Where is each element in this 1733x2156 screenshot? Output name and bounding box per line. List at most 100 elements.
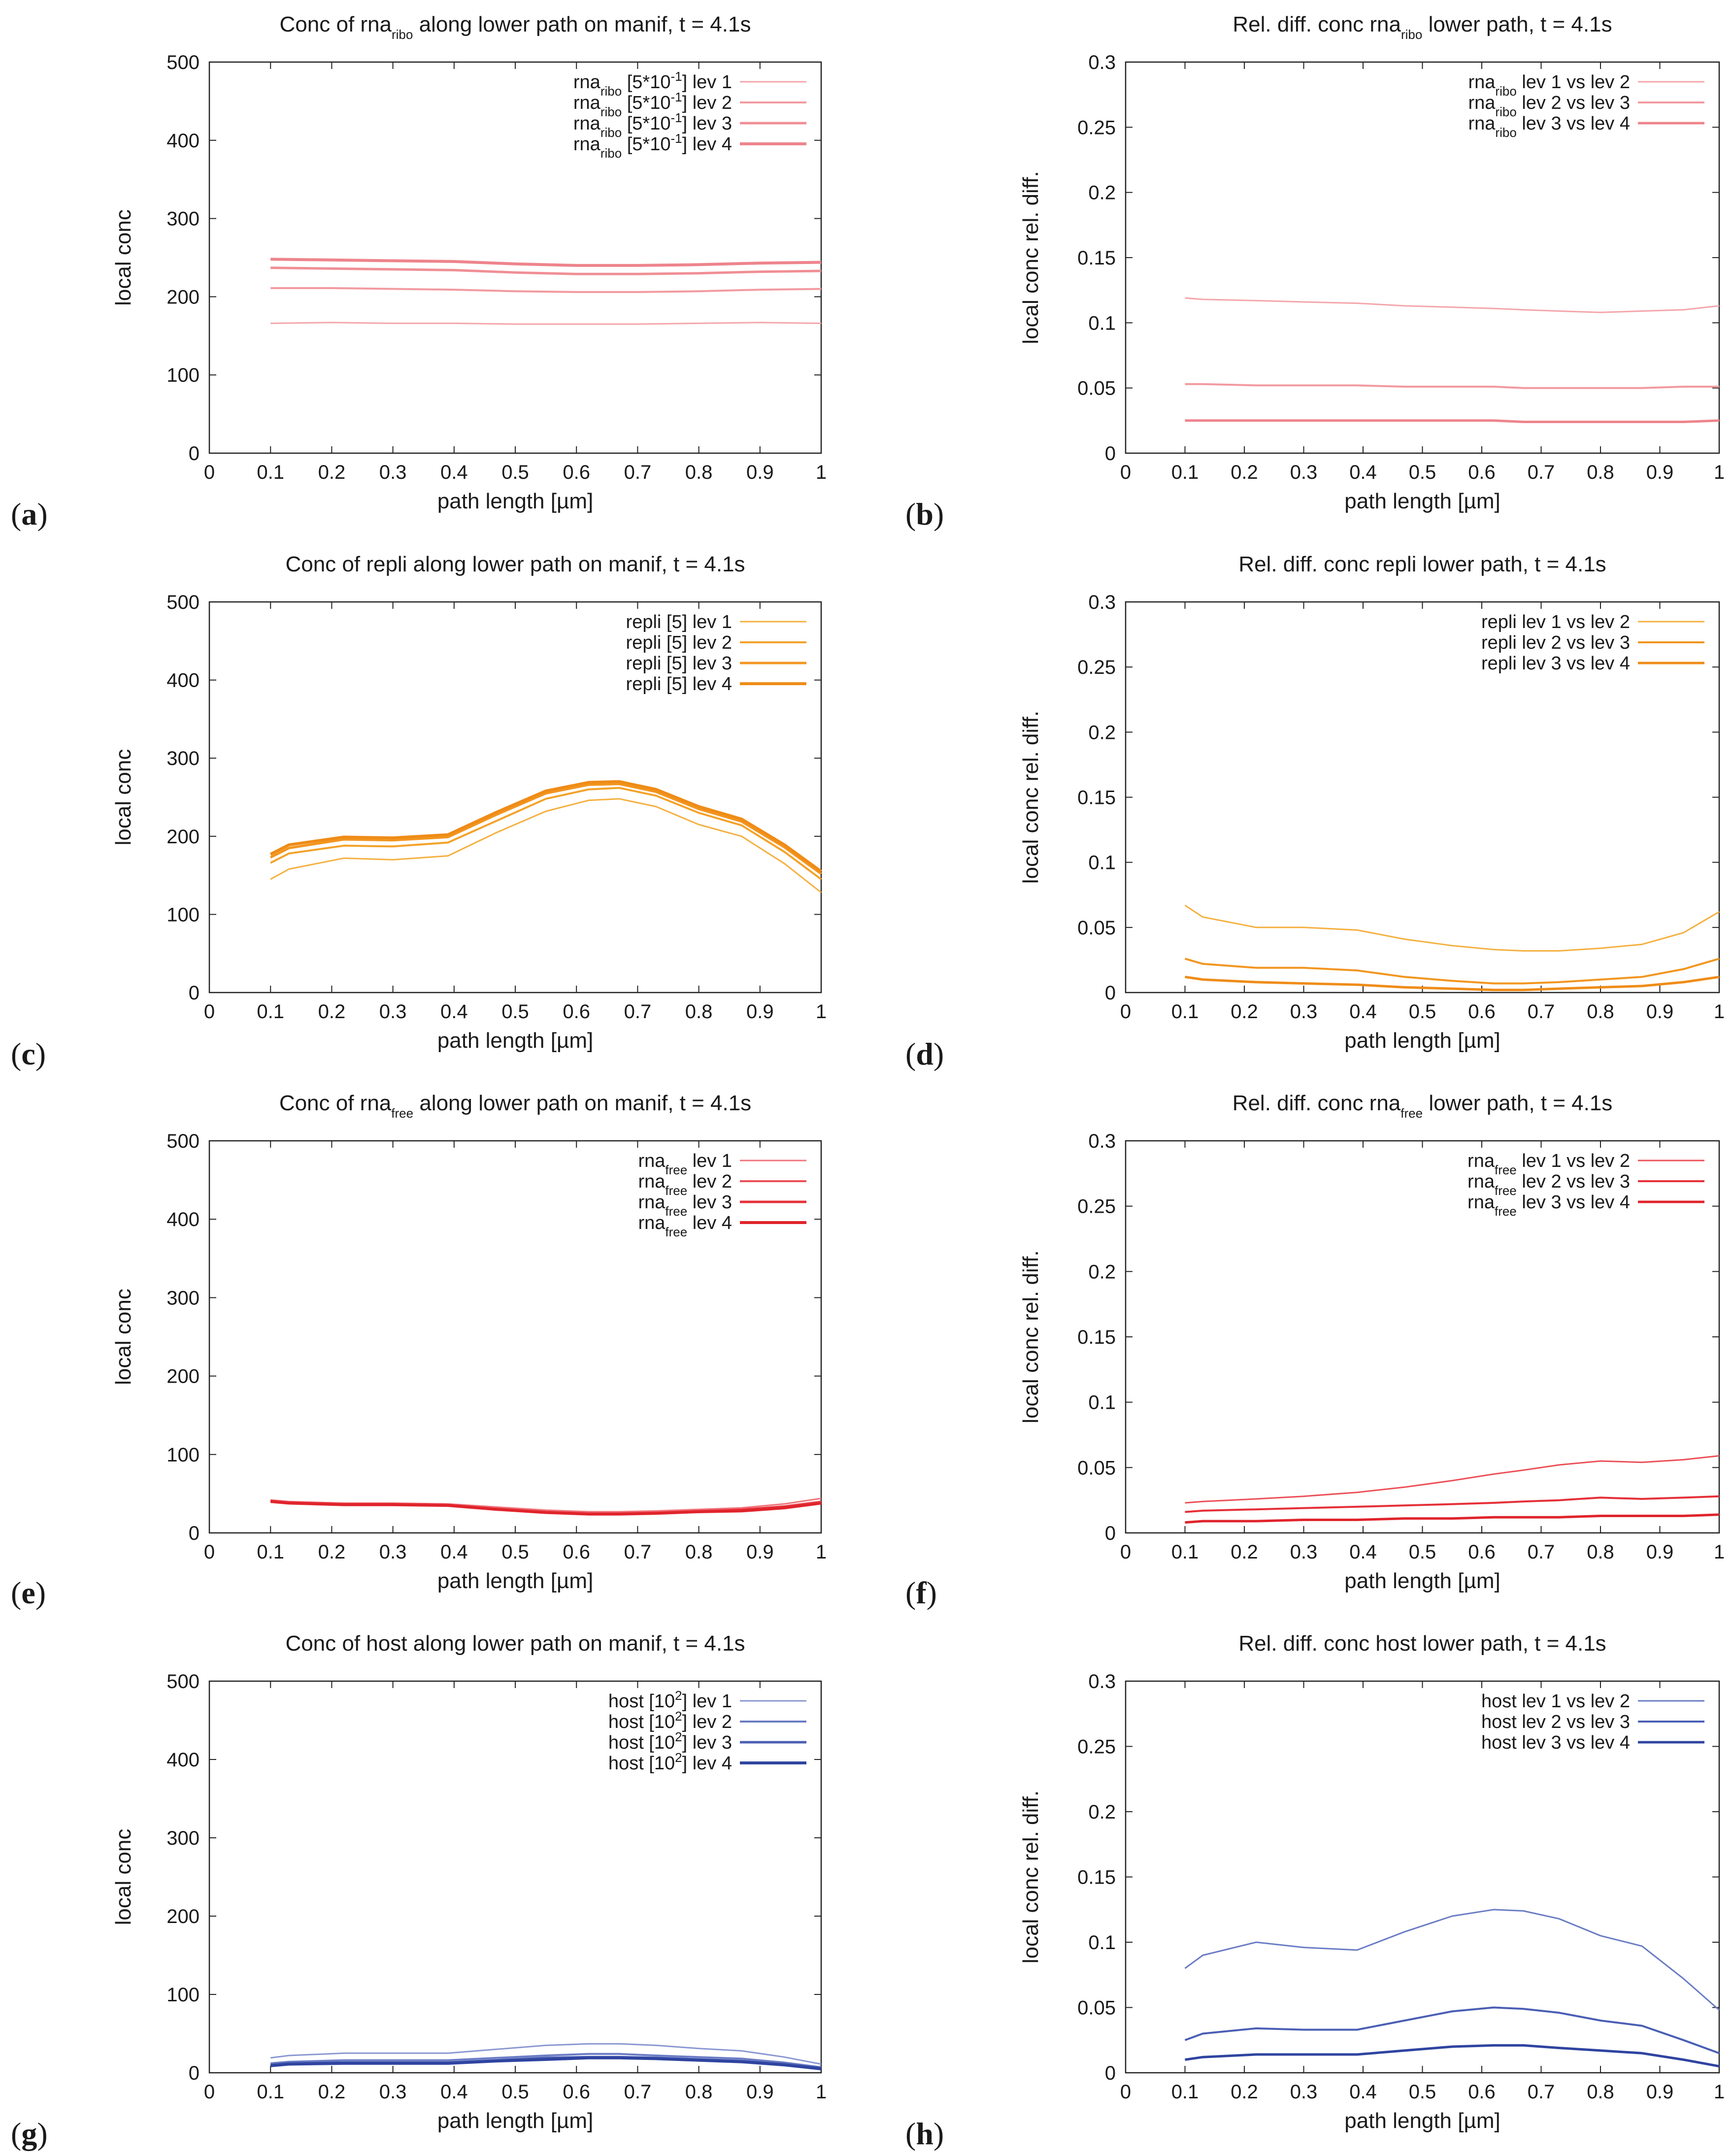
y-tick-label: 100	[167, 365, 200, 386]
legend-label-1: repli lev 1 vs lev 2	[1481, 612, 1630, 632]
series-line-3	[1185, 975, 1720, 992]
legend-label-3: repli [5] lev 3	[626, 653, 732, 674]
series-line-2	[1184, 2006, 1720, 2055]
legend-label-2: rnaribo lev 2 vs lev 3	[1468, 93, 1631, 119]
chart-panel-b: 0 0.1 0.2 0.3 0.4 0.5 0.6 0.7 0.8 0.9 1 0 0.05 0.1 0.1…	[905, 12, 1725, 531]
legend-label-3: rnaribo [5*10-1] lev 3	[573, 110, 732, 140]
plot-frame	[1125, 61, 1720, 454]
x-tick-label: 0.4	[440, 462, 468, 483]
y-tick-label: 0	[1105, 982, 1116, 1004]
x-tick-label: 0.7	[1528, 1001, 1555, 1023]
series-line-4	[269, 780, 822, 873]
legend-label-3: host [102] lev 3	[608, 1729, 732, 1753]
x-tick-label: 0.2	[1231, 462, 1258, 483]
x-tick-label: 0.3	[379, 1001, 407, 1023]
x-tick-label: 0.2	[318, 462, 346, 483]
y-tick-label: 0.05	[1077, 1457, 1116, 1479]
x-tick-label: 0.3	[1290, 1001, 1318, 1023]
legend-label-4: rnaribo [5*10-1] lev 4	[573, 131, 732, 161]
x-tick-label: 1	[1714, 1541, 1725, 1563]
x-tick-label: 0	[204, 1001, 215, 1023]
panel-letter: (c)	[11, 1036, 46, 1071]
x-tick-label: 0.8	[685, 1001, 713, 1023]
legend-label-3: repli lev 3 vs lev 4	[1481, 653, 1630, 674]
series-line-3	[270, 783, 822, 875]
y-tick-label: 500	[167, 592, 200, 613]
x-tick-label: 1	[816, 1541, 827, 1563]
legend-label-1: rnafree lev 1 vs lev 2	[1467, 1151, 1630, 1177]
x-tick-label: 0.5	[501, 462, 529, 483]
x-tick-label: 0.9	[746, 1541, 774, 1563]
y-tick-label: 0	[189, 982, 200, 1004]
y-tick-label: 300	[167, 1287, 200, 1309]
y-tick-label: 300	[167, 748, 200, 769]
x-tick-label: 0	[1120, 1541, 1131, 1563]
series-line-4	[270, 258, 822, 267]
y-tick-label: 300	[167, 1827, 200, 1849]
x-tick-label: 0.6	[563, 2081, 590, 2103]
y-tick-label: 0.15	[1077, 787, 1116, 809]
x-tick-label: 0.5	[501, 1001, 529, 1023]
x-tick-label: 0.8	[685, 1541, 713, 1563]
x-tick-label: 1	[816, 462, 827, 483]
x-tick-label: 0.1	[1171, 462, 1199, 483]
chart-panel-c: 0 0.1 0.2 0.3 0.4 0.5 0.6 0.7 0.8 0.9 1 0 100 200 300 4…	[11, 552, 827, 1071]
y-tick-label: 0.05	[1077, 917, 1116, 939]
panel-letter: (g)	[11, 2116, 48, 2151]
legend-label-1: rnafree lev 1	[638, 1151, 732, 1177]
series-line-1	[270, 798, 822, 894]
legend-label-1: rnaribo [5*10-1] lev 1	[573, 69, 732, 99]
legend-label-3: rnaribo lev 3 vs lev 4	[1468, 113, 1631, 140]
x-axis-label: path length [µm]	[1344, 1028, 1500, 1053]
plot-frame	[1125, 1680, 1720, 2074]
x-tick-label: 0	[1120, 2081, 1131, 2103]
x-tick-label: 1	[816, 1001, 827, 1023]
series-line-3	[270, 266, 822, 275]
x-tick-label: 0.5	[1409, 2081, 1436, 2103]
y-axis-label: local conc	[111, 1289, 135, 1385]
y-tick-label: 0	[189, 1523, 200, 1544]
x-tick-label: 0.2	[318, 1541, 346, 1563]
series-line-1	[1184, 904, 1720, 952]
x-tick-label: 0	[1120, 1001, 1131, 1023]
x-tick-label: 0.5	[1409, 1001, 1436, 1023]
series-line-2	[1184, 958, 1720, 985]
x-tick-label: 0.8	[1587, 1001, 1614, 1023]
x-tick-label: 0.8	[685, 462, 713, 483]
legend-label-1: rnaribo lev 1 vs lev 2	[1468, 72, 1631, 99]
series-line-3	[1185, 1513, 1720, 1524]
y-tick-label: 0.1	[1088, 852, 1116, 874]
x-tick-label: 0.3	[1290, 2081, 1318, 2103]
legend-label-4: host [102] lev 4	[608, 1750, 732, 1774]
x-tick-label: 0.8	[1587, 2081, 1614, 2103]
x-tick-label: 0.9	[1646, 1541, 1674, 1563]
x-tick-label: 0.6	[1468, 462, 1496, 483]
legend-label-2: repli lev 2 vs lev 3	[1481, 632, 1630, 653]
y-tick-label: 0.25	[1077, 657, 1116, 678]
chart-panel-a: 0 0.1 0.2 0.3 0.4 0.5 0.6 0.7 0.8 0.9 1 0 100 200 300 4…	[11, 12, 827, 531]
x-tick-label: 0.1	[1171, 2081, 1199, 2103]
y-tick-label: 0	[1105, 443, 1116, 464]
chart-panel-d: 0 0.1 0.2 0.3 0.4 0.5 0.6 0.7 0.8 0.9 1 0 0.05 0.1 0.1…	[905, 552, 1725, 1071]
y-tick-label: 0.15	[1077, 1327, 1116, 1348]
x-tick-label: 0.6	[563, 1541, 590, 1563]
x-tick-label: 0.3	[1290, 462, 1318, 483]
x-tick-label: 0.7	[624, 462, 652, 483]
x-tick-label: 0.3	[379, 2081, 407, 2103]
x-tick-label: 0.7	[1528, 2081, 1555, 2103]
y-tick-label: 0.2	[1088, 1261, 1116, 1283]
y-tick-label: 0.25	[1077, 1736, 1116, 1758]
series-line-2	[1185, 1495, 1720, 1513]
y-axis-label: local conc	[111, 1829, 135, 1925]
y-tick-label: 0.3	[1088, 52, 1116, 73]
x-tick-label: 0.3	[379, 1541, 407, 1563]
y-tick-label: 0	[189, 2062, 200, 2084]
y-tick-label: 0.2	[1088, 1801, 1116, 1823]
y-tick-label: 0.15	[1077, 1867, 1116, 1889]
series-line-1	[270, 322, 822, 325]
y-axis-label: local conc rel. diff.	[1019, 711, 1043, 884]
y-tick-label: 200	[167, 286, 200, 308]
series-line-3	[1185, 2044, 1720, 2068]
x-tick-label: 0.9	[746, 462, 774, 483]
panel-letter: (e)	[11, 1575, 46, 1610]
